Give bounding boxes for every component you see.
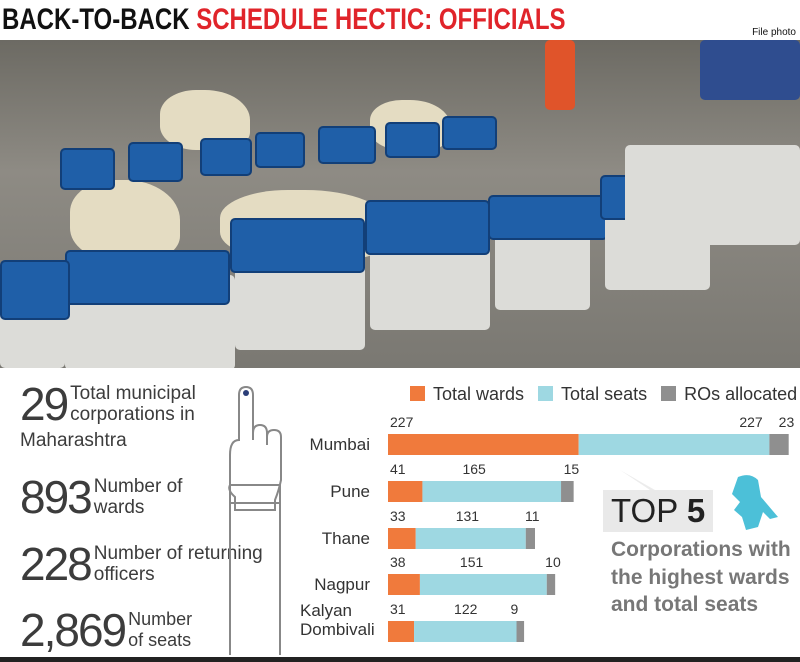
bar-ros-allocated <box>525 528 535 549</box>
header: BACK-TO-BACK SCHEDULE HECTIC: OFFICIALS … <box>0 0 800 40</box>
stat-returning-officers: 228 Number of returning officers <box>20 541 269 587</box>
inked-finger-icon <box>228 385 282 655</box>
maharashtra-map-icon <box>732 475 778 530</box>
data-label: 38 <box>390 554 406 570</box>
stat-number: 228 <box>20 538 93 590</box>
stat-corporations: 29 Total municipal corporations in <box>20 381 220 427</box>
stat-number: 893 <box>20 471 93 523</box>
bar-total-seats <box>414 621 517 642</box>
legend-seats: Total seats <box>538 384 647 405</box>
data-label: 31 <box>390 601 406 617</box>
bar-total-wards <box>388 434 579 455</box>
data-label: 10 <box>545 554 561 570</box>
headline-red: SCHEDULE HECTIC: OFFICIALS <box>196 3 566 36</box>
stat-label: Number of wards <box>93 476 183 518</box>
data-label: 33 <box>390 508 406 524</box>
headline-black: BACK-TO-BACK <box>2 3 190 36</box>
data-label: 41 <box>390 461 406 477</box>
bar-total-seats <box>419 574 547 595</box>
category-label: Kalyan Dombivali <box>300 601 375 639</box>
bar-total-seats <box>422 481 562 502</box>
data-label: 15 <box>564 461 580 477</box>
stat-label: Number of returning officers <box>93 543 263 585</box>
legend-ros: ROs allocated <box>661 384 797 405</box>
data-label: 9 <box>511 601 519 617</box>
callout-subtitle: Corporations with the highest wards and … <box>611 538 791 616</box>
bar-ros-allocated <box>769 434 789 455</box>
bar-total-seats <box>415 528 526 549</box>
bar-ros-allocated <box>546 574 556 595</box>
category-label: Nagpur <box>314 575 370 594</box>
evm-photo <box>0 40 800 368</box>
data-label: 131 <box>456 508 480 524</box>
stat-number: 2,869 <box>20 604 127 656</box>
photo-credit: File photo <box>752 27 796 38</box>
stat-label: Total municipal corporations in <box>70 383 196 425</box>
bar-ros-allocated <box>561 481 574 502</box>
top5-badge: TOP 5 <box>603 490 714 532</box>
bottom-rule <box>0 657 800 662</box>
stat-number: 29 <box>20 378 69 430</box>
chart-legend: Total wards Total seats ROs allocated <box>410 384 797 405</box>
data-label: 23 <box>779 414 795 430</box>
headline: BACK-TO-BACK SCHEDULE HECTIC: OFFICIALS <box>2 3 566 37</box>
bar-total-wards <box>388 481 423 502</box>
data-label: 11 <box>525 508 540 524</box>
bar-total-wards <box>388 574 420 595</box>
bar-total-seats <box>578 434 770 455</box>
category-label: Thane <box>321 529 370 548</box>
data-label: 151 <box>460 554 484 570</box>
legend-wards: Total wards <box>410 384 524 405</box>
stat-seats: 2,869 Number of seats <box>20 607 203 653</box>
data-label: 165 <box>462 461 486 477</box>
data-label: 227 <box>739 414 763 430</box>
stat-label-cont: Maharashtra <box>20 430 127 451</box>
data-label: 122 <box>454 601 478 617</box>
stat-wards: 893 Number of wards <box>20 474 194 520</box>
category-label: Mumbai <box>309 435 370 454</box>
category-label: Pune <box>330 482 370 501</box>
bar-total-wards <box>388 621 415 642</box>
stat-label: Number of seats <box>128 609 193 650</box>
bar-total-wards <box>388 528 416 549</box>
bar-ros-allocated <box>516 621 525 642</box>
data-label: 227 <box>390 414 414 430</box>
